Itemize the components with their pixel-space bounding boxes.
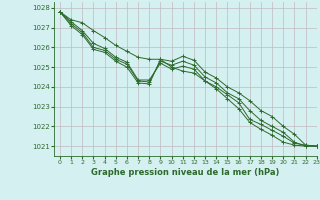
X-axis label: Graphe pression niveau de la mer (hPa): Graphe pression niveau de la mer (hPa) <box>92 168 280 177</box>
